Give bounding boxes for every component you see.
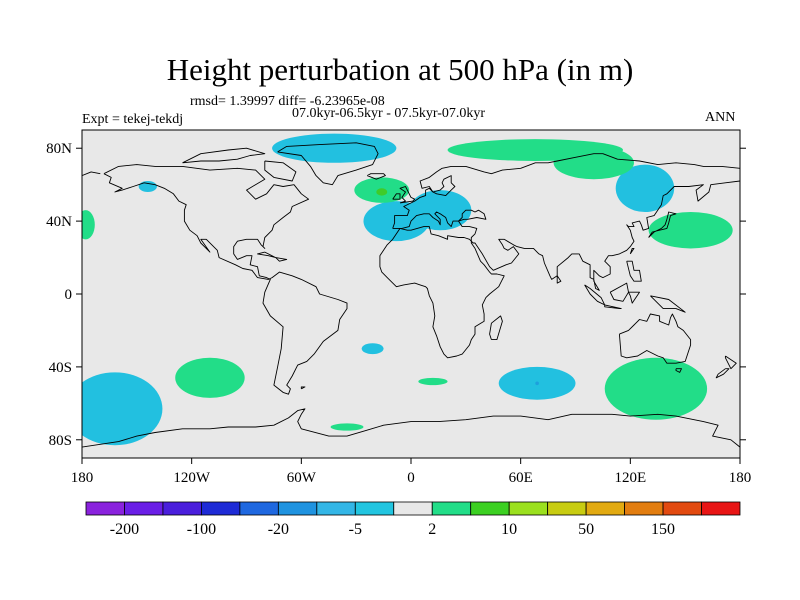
coastline [648, 211, 677, 238]
negative-anomaly-region [409, 190, 472, 231]
colorbar-label: -200 [110, 521, 139, 538]
lat-tick-label: 40S [49, 360, 72, 376]
lat-tick-label: 40N [46, 214, 72, 230]
colorbar-swatch [431, 501, 472, 516]
coastline [489, 315, 503, 341]
colorbar-swatch [277, 501, 318, 516]
stats-line: rmsd= 1.39997 diff= -6.23965e-08 [190, 94, 385, 109]
coastline [650, 295, 686, 313]
coastline [724, 355, 737, 370]
coastline [392, 153, 740, 229]
colorbar-swatch [585, 501, 625, 516]
coastline [257, 251, 277, 259]
lat-tick-label: 0 [65, 287, 73, 303]
lon-tick-label: 60W [287, 470, 317, 486]
lon-tick-label: 0 [407, 470, 415, 486]
plot-title: Height perturbation at 500 hPa (in m) [166, 52, 634, 87]
lon-tick-label: 120W [173, 470, 211, 486]
coastlines [82, 142, 740, 448]
positive-anomaly-region [82, 210, 95, 240]
lat-tick-label: 80S [49, 433, 72, 449]
positive-anomaly-core [376, 188, 388, 196]
colorbar-swatch [662, 501, 702, 516]
coastline [366, 173, 386, 180]
colorbar-swatch [624, 501, 664, 516]
colorbar-swatch [547, 501, 587, 516]
colorbar-swatch [354, 501, 395, 516]
coastline [628, 291, 640, 304]
map-axes: 80N 40N 0 40S 80S 180 120W 60W 0 60E 120E 180 [46, 141, 751, 486]
positive-anomaly-region [648, 212, 733, 249]
lon-tick-label: 180 [71, 470, 94, 486]
colorbar-label: 2 [428, 521, 436, 538]
coastline [103, 164, 348, 395]
colorbar-label: -5 [349, 521, 362, 538]
colorbar-swatch [508, 501, 549, 516]
colorbar-swatch [201, 501, 241, 516]
coastline [392, 193, 401, 200]
positive-anomaly-region [330, 423, 364, 431]
coastline [626, 260, 642, 282]
coastline [675, 368, 682, 373]
positive-anomaly-region [418, 377, 448, 386]
colorbar-label: 10 [501, 521, 517, 538]
coastline [277, 142, 379, 186]
negative-anomaly-region [361, 343, 384, 355]
positive-anomaly-region [604, 357, 708, 420]
coastline [300, 386, 306, 390]
negative-anomaly-region [615, 164, 675, 212]
colorbar-swatch [393, 501, 433, 516]
coastline [604, 304, 622, 310]
coastline [182, 147, 266, 164]
coastline [556, 275, 562, 284]
colorbar-swatch [701, 501, 741, 516]
coastline [629, 247, 635, 255]
negative-anomaly-core [535, 381, 539, 386]
period-line: 07.0kyr-06.5kyr - 07.5kyr-07.0kyr [292, 106, 486, 121]
colorbar-swatch [124, 501, 164, 516]
coastline [82, 171, 101, 177]
positive-anomaly-region [175, 357, 245, 398]
colorbar-swatch [239, 501, 279, 516]
coastline [275, 257, 288, 262]
colorbar-label: -100 [187, 521, 216, 538]
colorbar-swatch [162, 501, 202, 516]
season-label: ANN [705, 110, 736, 125]
negative-anomaly-region [82, 372, 163, 446]
colorbar-label: 50 [578, 521, 594, 538]
coastline [379, 180, 740, 359]
colorbar: -200 -100 -20 -5 2 10 50 150 [85, 501, 741, 538]
lon-tick-label: 180 [729, 470, 752, 486]
perturbation-fields [82, 133, 733, 446]
colorbar-label: 150 [651, 521, 675, 538]
positive-anomaly-region [553, 146, 634, 180]
colorbar-label: -20 [268, 521, 289, 538]
coastline [264, 160, 297, 182]
lon-tick-label: 120E [614, 470, 646, 486]
coastline [82, 408, 740, 448]
negative-anomaly-region [138, 181, 157, 192]
coastline [618, 313, 692, 364]
coastline [399, 186, 416, 204]
negative-anomaly-region [272, 133, 397, 163]
coastline [715, 368, 730, 379]
colorbar-swatch [85, 501, 125, 516]
experiment-label: Expt = tekej-tekdj [82, 112, 184, 127]
colorbar-swatch [470, 501, 510, 516]
lon-tick-label: 60E [509, 470, 533, 486]
coastline [609, 282, 629, 302]
lat-tick-label: 80N [46, 141, 72, 157]
colorbar-swatch [316, 501, 356, 516]
